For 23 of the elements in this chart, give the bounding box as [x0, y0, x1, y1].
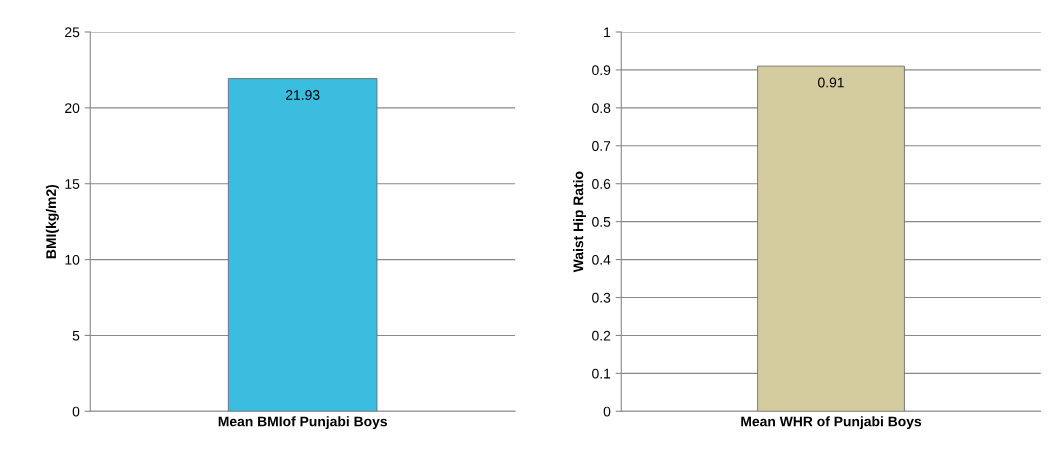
y-tick-label: 0.6: [592, 179, 611, 189]
y-tick-label: 0: [603, 406, 611, 417]
y-tick-label: 0.2: [592, 330, 611, 341]
y-tick-label: 0.9: [592, 65, 611, 76]
y-tick-label: 0.3: [592, 292, 611, 303]
y-tick-label: 20: [65, 103, 80, 114]
y-tick-label: 0.1: [592, 368, 611, 379]
y-tick-label: 15: [65, 179, 80, 189]
data-label: 0.91: [818, 77, 844, 88]
y-tick-label: 1: [604, 27, 611, 38]
data-label: 21.93: [285, 90, 320, 100]
x-tick-label: Mean WHR of Punjabi Boys: [741, 416, 922, 430]
x-tick-label: Mean BMIof Punjabi Boys: [218, 416, 387, 430]
y-tick-label: 25: [65, 27, 80, 38]
y-tick-label: 0: [72, 406, 80, 417]
y-axis-title: BMI(kg/m2): [45, 184, 59, 259]
y-axis-title: Waist Hip Ratio: [573, 171, 586, 273]
y-tick-label: 0.4: [592, 254, 611, 265]
y-tick-label: 5: [72, 330, 80, 341]
y-tick-label: 0.7: [592, 141, 611, 151]
y-tick-label: 10: [65, 254, 80, 265]
y-tick-label: 0.8: [592, 103, 611, 114]
y-tick-label: 0.5: [592, 216, 611, 227]
